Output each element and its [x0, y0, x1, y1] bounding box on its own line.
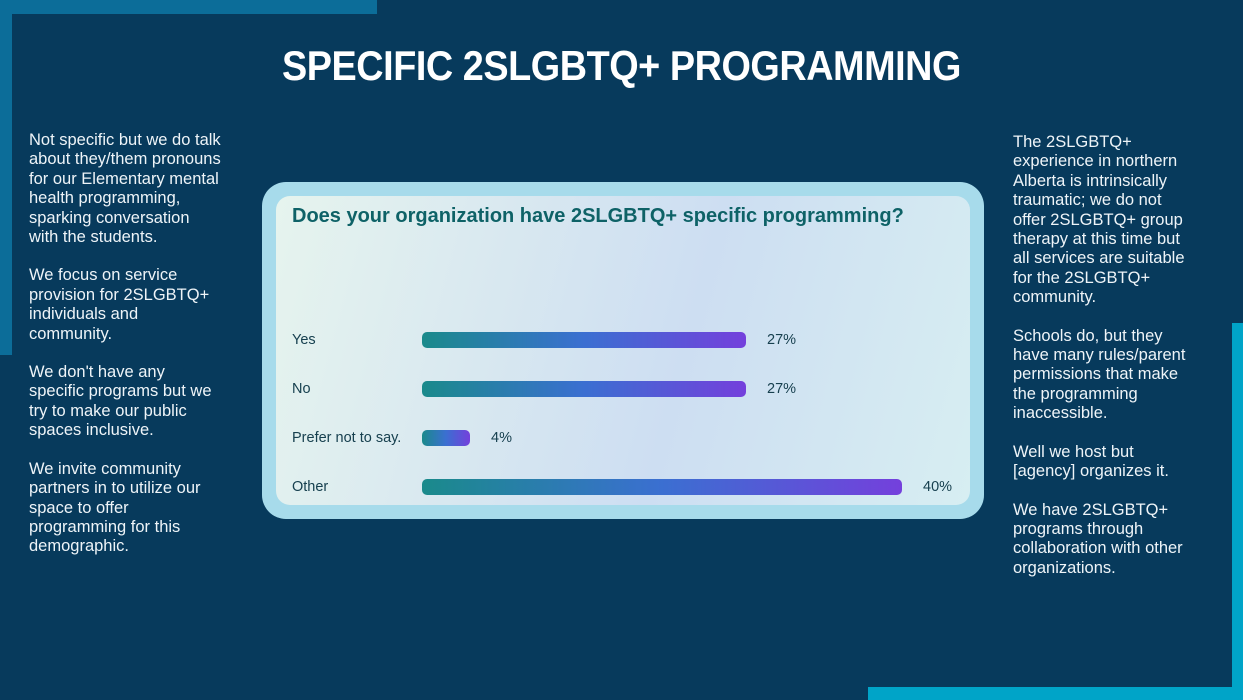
quote-paragraph: Schools do, but they have many rules/par… — [1013, 326, 1186, 423]
quote-paragraph: We don't have any specific programs but … — [29, 363, 212, 440]
right-accent-strip — [1232, 323, 1243, 700]
bar-row: Other 40% — [292, 462, 954, 511]
bar-value-label: 27% — [767, 331, 797, 348]
survey-chart-card: Does your organization have 2SLGBTQ+ spe… — [262, 182, 984, 519]
bar-value-label: 27% — [767, 380, 797, 397]
bar-category-label: Other — [292, 478, 329, 495]
bar-value-label: 4% — [491, 429, 512, 446]
bar — [422, 429, 470, 446]
bar-category-label: Yes — [292, 331, 316, 348]
quote-paragraph: The 2SLGBTQ+ experience in northern Albe… — [1013, 133, 1185, 307]
bar-chart-rows: Yes 27% No 27% Prefer not to say. 4% Other 40% — [292, 315, 954, 511]
bar — [422, 331, 746, 348]
bar-row: No 27% — [292, 364, 954, 413]
bar-category-label: Prefer not to say. — [292, 429, 402, 446]
quote-paragraph: We focus on service provision for 2SLGBT… — [29, 266, 210, 343]
left-quotes-column: Not specific but we do talk about they/t… — [29, 131, 254, 576]
bar-value-label: 40% — [923, 478, 953, 495]
left-accent-strip — [0, 0, 12, 355]
quote-paragraph: Not specific but we do talk about they/t… — [29, 131, 221, 247]
chart-title: Does your organization have 2SLGBTQ+ spe… — [292, 205, 904, 227]
bar — [422, 478, 902, 495]
quote-paragraph: We have 2SLGBTQ+ programs through collab… — [1013, 500, 1183, 577]
bar-category-label: No — [292, 380, 311, 397]
bar-row: Yes 27% — [292, 315, 954, 364]
bar — [422, 380, 746, 397]
slide-title: SPECIFIC 2SLGBTQ+ PROGRAMMING — [282, 42, 961, 89]
bottom-right-accent-bar — [868, 687, 1243, 700]
top-left-accent-bar — [0, 0, 377, 14]
chart-panel: Does your organization have 2SLGBTQ+ spe… — [276, 196, 970, 505]
right-quotes-column: The 2SLGBTQ+ experience in northern Albe… — [1013, 133, 1231, 597]
bar-row: Prefer not to say. 4% — [292, 413, 954, 462]
quote-paragraph: We invite community partners in to utili… — [29, 459, 201, 556]
quote-paragraph: Well we host but [agency] organizes it. — [1013, 442, 1169, 481]
